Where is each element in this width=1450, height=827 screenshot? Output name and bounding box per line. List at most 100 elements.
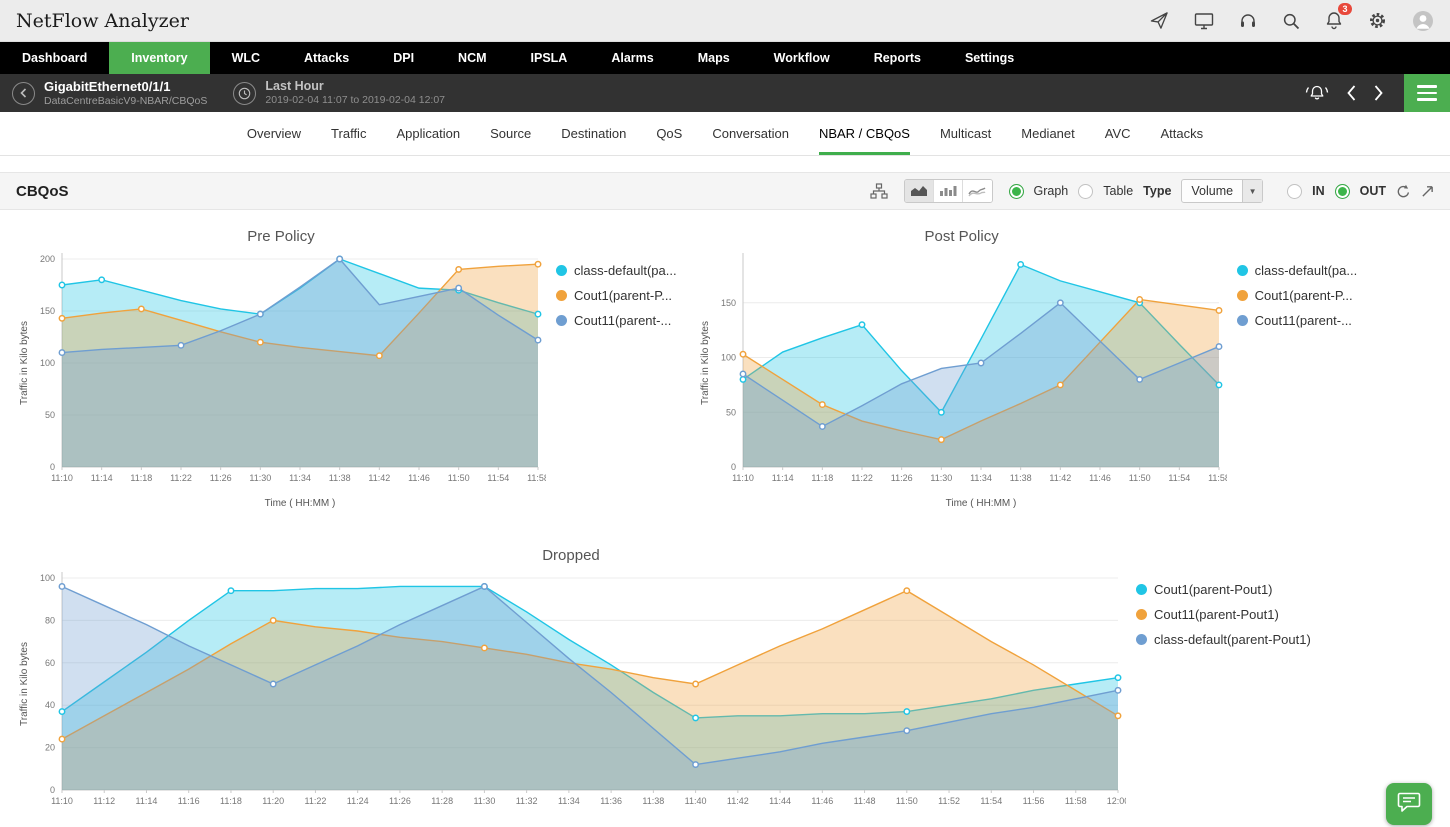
device-info: GigabitEthernet0/1/1 DataCentreBasicV9-N… <box>44 79 207 107</box>
nav-item-wlc[interactable]: WLC <box>231 51 261 65</box>
monitor-icon[interactable] <box>1194 12 1214 30</box>
svg-text:11:54: 11:54 <box>980 796 1002 806</box>
device-path: DataCentreBasicV9-NBAR/CBQoS <box>44 94 208 107</box>
nav-item-attacks[interactable]: Attacks <box>304 51 350 65</box>
svg-text:11:26: 11:26 <box>210 473 232 483</box>
legend-label: Cout1(parent-P... <box>574 288 673 303</box>
chart-legend: class-default(pa... Cout1(parent-P... Cout… <box>556 263 677 328</box>
period-range: 2019-02-04 11:07 to 2019-02-04 12:07 <box>265 94 446 107</box>
expand-icon[interactable] <box>1421 185 1434 198</box>
legend-label: Cout1(parent-Pout1) <box>1154 582 1273 597</box>
legend-item[interactable]: Cout11(parent-Pout1) <box>1136 607 1311 622</box>
legend-item[interactable]: class-default(pa... <box>556 263 677 278</box>
hierarchy-icon[interactable] <box>869 183 888 199</box>
tab-traffic[interactable]: Traffic <box>331 126 367 141</box>
tab-attacks[interactable]: Attacks <box>1160 126 1204 141</box>
svg-text:11:14: 11:14 <box>91 473 113 483</box>
svg-text:50: 50 <box>45 410 55 420</box>
svg-text:11:38: 11:38 <box>642 796 664 806</box>
svg-text:0: 0 <box>731 462 736 472</box>
menu-button[interactable] <box>1404 74 1450 112</box>
user-avatar[interactable] <box>1412 10 1434 32</box>
tab-nbar-cbqos[interactable]: NBAR / CBQoS <box>818 112 910 155</box>
tab-multicast[interactable]: Multicast <box>939 126 992 141</box>
chart-legend: Cout1(parent-Pout1) Cout11(parent-Pout1) c… <box>1136 582 1311 647</box>
nav-item-alarms[interactable]: Alarms <box>611 51 654 65</box>
type-select-value: Volume <box>1191 184 1234 198</box>
svg-text:11:46: 11:46 <box>811 796 833 806</box>
graph-radio[interactable] <box>1008 183 1024 199</box>
chevron-left-icon[interactable] <box>1346 84 1357 102</box>
nav-item-reports[interactable]: Reports <box>873 51 921 65</box>
chevron-right-icon[interactable] <box>1373 84 1384 102</box>
svg-text:11:24: 11:24 <box>347 796 369 806</box>
legend-item[interactable]: class-default(parent-Pout1) <box>1136 632 1311 647</box>
bar-chart-type-button[interactable] <box>933 180 963 202</box>
legend-label: Cout11(parent-... <box>574 313 672 328</box>
svg-text:Traffic in Kilo bytes: Traffic in Kilo bytes <box>19 321 30 405</box>
legend-dot <box>1136 634 1147 645</box>
svg-text:11:50: 11:50 <box>1128 473 1150 483</box>
post-policy-chart: Post Policy 0 50 100 150 11:10 11:14 11:18 11:22… <box>697 220 1358 515</box>
search-icon[interactable] <box>1282 12 1300 30</box>
feedback-button[interactable] <box>1386 783 1432 825</box>
legend-dot <box>556 290 567 301</box>
tab-application[interactable]: Application <box>396 126 461 141</box>
tab-avc[interactable]: AVC <box>1104 126 1131 141</box>
area-chart-type-button[interactable] <box>904 180 934 202</box>
legend-item[interactable]: Cout1(parent-P... <box>1236 288 1358 303</box>
svg-text:11:38: 11:38 <box>1009 473 1031 483</box>
chart-title: Post Policy <box>924 228 999 245</box>
table-radio[interactable] <box>1078 183 1094 199</box>
svg-text:11:10: 11:10 <box>732 473 754 483</box>
svg-text:11:36: 11:36 <box>600 796 622 806</box>
nav-item-workflow[interactable]: Workflow <box>773 51 830 65</box>
svg-text:150: 150 <box>40 306 55 316</box>
out-label: OUT <box>1359 184 1386 198</box>
headset-icon[interactable] <box>1239 12 1257 30</box>
svg-text:11:38: 11:38 <box>329 473 351 483</box>
nav-item-settings[interactable]: Settings <box>964 51 1015 65</box>
nav-item-inventory[interactable]: Inventory <box>109 42 210 74</box>
alarm-icon[interactable] <box>1304 83 1330 103</box>
out-radio[interactable] <box>1334 183 1350 199</box>
device-name: GigabitEthernet0/1/1 <box>44 78 171 94</box>
cbqos-toolbar: CBQoS Graph Table Type Volume ▼ IN OUT <box>0 172 1450 210</box>
svg-text:200: 200 <box>40 254 55 264</box>
nav-item-ncm[interactable]: NCM <box>458 51 487 65</box>
nav-item-maps[interactable]: Maps <box>697 51 730 65</box>
settings-gear-icon[interactable] <box>1368 11 1387 30</box>
refresh-icon[interactable] <box>1396 184 1411 199</box>
legend-label: class-default(pa... <box>1254 263 1358 278</box>
legend-item[interactable]: Cout11(parent-... <box>1236 313 1358 328</box>
time-period[interactable]: Last Hour 2019-02-04 11:07 to 2019-02-04… <box>233 79 445 108</box>
in-radio[interactable] <box>1287 183 1303 199</box>
send-icon[interactable] <box>1150 11 1169 30</box>
nav-item-dpi[interactable]: DPI <box>393 51 415 65</box>
svg-text:11:50: 11:50 <box>448 473 470 483</box>
nav-item-ipsla[interactable]: IPSLA <box>530 51 568 65</box>
legend-item[interactable]: Cout1(parent-Pout1) <box>1136 582 1311 597</box>
back-button[interactable] <box>12 81 35 105</box>
chart-title: Dropped <box>542 547 600 564</box>
svg-text:11:22: 11:22 <box>305 796 327 806</box>
svg-text:11:12: 11:12 <box>93 796 115 806</box>
section-title: CBQoS <box>16 182 69 200</box>
notifications-icon[interactable]: 3 <box>1325 3 1352 30</box>
tab-overview[interactable]: Overview <box>246 126 302 141</box>
nav-item-dashboard[interactable]: Dashboard <box>22 51 88 65</box>
tab-qos[interactable]: QoS <box>656 126 683 141</box>
type-select[interactable]: Volume ▼ <box>1181 179 1264 203</box>
app-title: NetFlow Analyzer <box>16 9 189 32</box>
tab-source[interactable]: Source <box>490 126 532 141</box>
subheader-actions <box>1304 74 1450 112</box>
legend-item[interactable]: Cout11(parent-... <box>556 313 677 328</box>
tab-conversation[interactable]: Conversation <box>712 126 789 141</box>
legend-item[interactable]: class-default(pa... <box>1236 263 1358 278</box>
line-chart-type-button[interactable] <box>962 180 992 202</box>
legend-dot <box>1236 290 1248 301</box>
legend-item[interactable]: Cout1(parent-P... <box>556 288 677 303</box>
tab-medianet[interactable]: Medianet <box>1021 126 1075 141</box>
svg-text:11:34: 11:34 <box>289 473 311 483</box>
tab-destination[interactable]: Destination <box>561 126 627 141</box>
